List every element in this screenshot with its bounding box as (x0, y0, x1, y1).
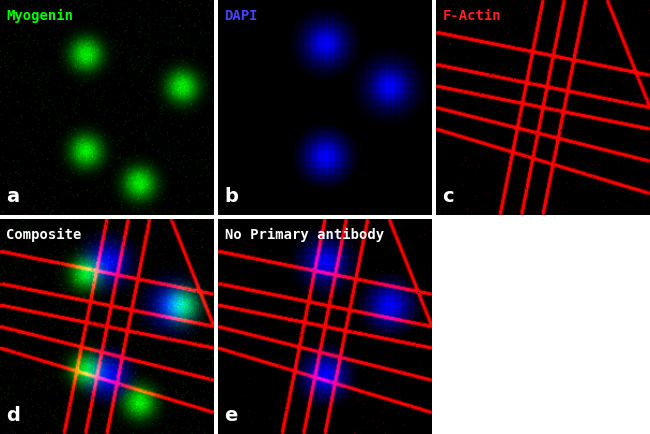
Text: F-Actin: F-Actin (443, 9, 501, 23)
Text: e: e (224, 406, 238, 425)
Text: Myogenin: Myogenin (6, 9, 73, 23)
Text: c: c (443, 187, 454, 206)
Text: d: d (6, 406, 20, 425)
Text: a: a (6, 187, 20, 206)
Text: DAPI: DAPI (224, 9, 258, 23)
Text: b: b (224, 187, 239, 206)
Text: Composite: Composite (6, 228, 82, 242)
Text: No Primary antibody: No Primary antibody (224, 228, 384, 242)
